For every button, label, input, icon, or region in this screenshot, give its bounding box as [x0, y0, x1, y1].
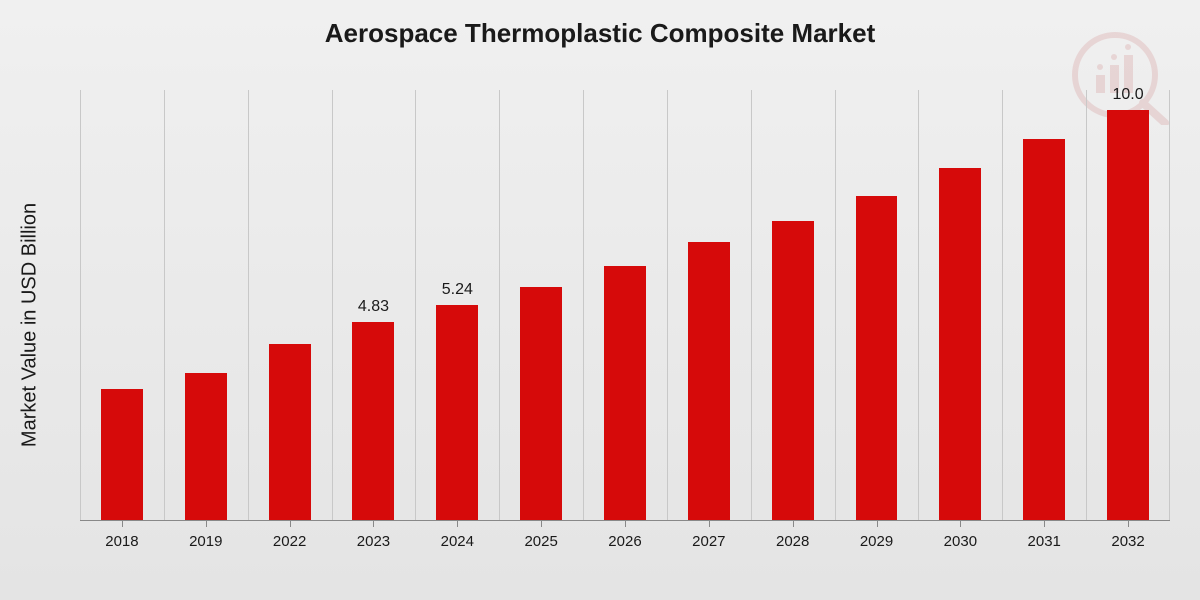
- bar: [269, 344, 311, 520]
- bar: [604, 266, 646, 520]
- bar-slot: [1002, 90, 1086, 520]
- bar-slot: 4.83: [332, 90, 416, 520]
- x-tick-label: 2027: [667, 521, 751, 550]
- x-tick-label: 2024: [415, 521, 499, 550]
- bar-value-label: 5.24: [442, 281, 473, 299]
- bar: [939, 168, 981, 520]
- bar: [1107, 110, 1149, 520]
- x-axis: 2018201920222023202420252026202720282029…: [80, 520, 1170, 550]
- bar-value-label: 10.0: [1112, 86, 1143, 104]
- chart-area: Market Value in USD Billion 4.835.2410.0…: [60, 90, 1170, 560]
- bar-slot: [751, 90, 835, 520]
- bar: [688, 242, 730, 520]
- bar-value-label: 4.83: [358, 298, 389, 316]
- x-tick-label: 2028: [751, 521, 835, 550]
- bars-container: 4.83 5.24 10.0: [80, 90, 1170, 520]
- x-tick-label: 2019: [164, 521, 248, 550]
- bar: [101, 389, 143, 520]
- x-tick-label: 2023: [332, 521, 416, 550]
- x-tick-label: 2026: [583, 521, 667, 550]
- bar-slot: [499, 90, 583, 520]
- bar: [352, 322, 394, 520]
- bar: [856, 196, 898, 520]
- x-tick-label: 2030: [918, 521, 1002, 550]
- plot-area: 4.83 5.24 10.0: [80, 90, 1170, 520]
- bar-slot: [835, 90, 919, 520]
- bar-slot: [667, 90, 751, 520]
- bar: [772, 221, 814, 520]
- x-tick-label: 2025: [499, 521, 583, 550]
- bar-slot: [248, 90, 332, 520]
- x-tick-label: 2031: [1002, 521, 1086, 550]
- bar-slot: 10.0: [1086, 90, 1170, 520]
- chart-title: Aerospace Thermoplastic Composite Market: [0, 0, 1200, 49]
- bar-slot: [918, 90, 1002, 520]
- bar: [436, 305, 478, 520]
- bar: [520, 287, 562, 520]
- x-tick-label: 2032: [1086, 521, 1170, 550]
- bar-slot: [164, 90, 248, 520]
- bar-slot: 5.24: [415, 90, 499, 520]
- x-tick-label: 2018: [80, 521, 164, 550]
- bar-slot: [583, 90, 667, 520]
- bar-slot: [80, 90, 164, 520]
- bar: [1023, 139, 1065, 520]
- x-tick-label: 2022: [248, 521, 332, 550]
- x-ticks-container: 2018201920222023202420252026202720282029…: [80, 521, 1170, 550]
- y-axis-label: Market Value in USD Billion: [19, 203, 42, 447]
- bar: [185, 373, 227, 520]
- x-tick-label: 2029: [835, 521, 919, 550]
